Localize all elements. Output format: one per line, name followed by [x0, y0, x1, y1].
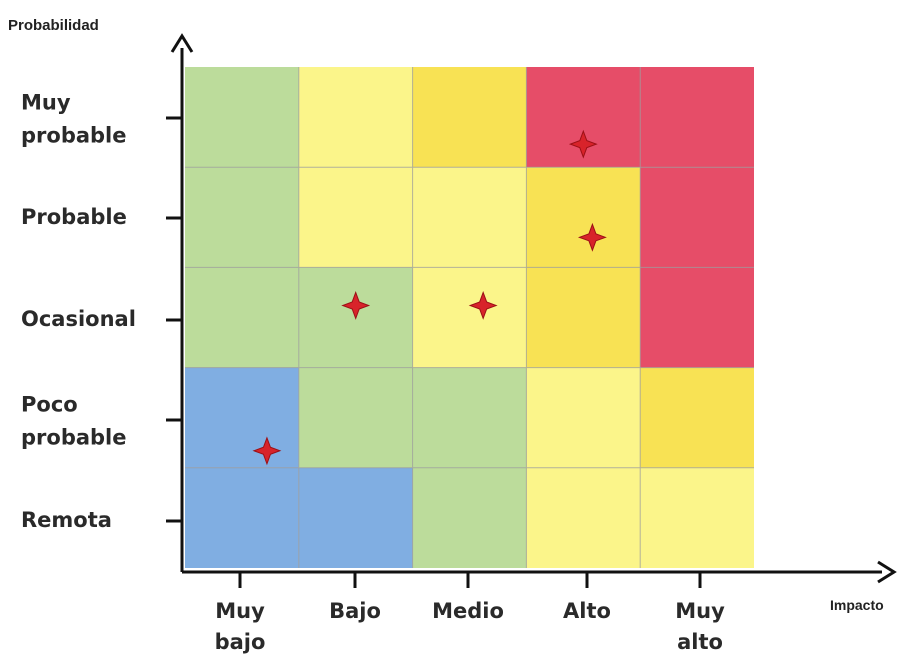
x-tick-label: Bajo	[329, 599, 381, 623]
x-tick-label: Muy	[675, 599, 725, 623]
heatmap-cells	[185, 67, 754, 568]
heatmap-cell	[298, 367, 413, 468]
heatmap-cell	[298, 467, 413, 568]
heatmap-cell	[526, 467, 641, 568]
heatmap-cell	[185, 267, 299, 368]
y-tick-label: probable	[21, 426, 127, 450]
y-axis-arrow	[170, 33, 194, 53]
heatmap-cell	[412, 467, 527, 568]
grid-lines	[185, 67, 754, 568]
heatmap-cell	[640, 467, 754, 568]
x-axis-arrow	[877, 560, 897, 584]
x-tick-label: bajo	[215, 630, 266, 654]
x-axis-title: Impacto	[830, 597, 884, 613]
risk-marker	[341, 291, 371, 320]
x-tick-label: Alto	[563, 599, 611, 623]
risk-marker	[252, 436, 282, 466]
heatmap-cell	[640, 267, 754, 368]
heatmap-cell	[185, 67, 299, 168]
y-axis-title: Probabilidad	[8, 17, 99, 34]
heatmap-cell	[185, 367, 299, 468]
heatmap-cell	[185, 167, 299, 268]
y-tick-label: Remota	[21, 508, 112, 532]
y-tick-label: Probable	[21, 205, 127, 229]
heatmap-cell	[412, 267, 527, 368]
heatmap-cell	[640, 67, 754, 168]
heatmap-cell	[298, 67, 413, 168]
heatmap-cell	[412, 67, 527, 168]
heatmap-cell	[412, 167, 527, 268]
x-tick-label: Muy	[215, 599, 265, 623]
heatmap-cell	[526, 267, 641, 368]
heatmap-cell	[526, 167, 641, 268]
risk-marker	[468, 291, 498, 320]
heatmap-cell	[298, 167, 413, 268]
x-tick-label: Medio	[432, 599, 504, 623]
heatmap-cell	[185, 467, 299, 568]
y-tick-label: probable	[21, 124, 127, 148]
x-tick-label: alto	[677, 630, 723, 654]
risk-marker	[577, 222, 607, 252]
risk-marker	[568, 129, 598, 159]
y-tick-label: Ocasional	[21, 307, 136, 331]
heatmap-cell	[526, 367, 641, 468]
y-tick-label: Muy	[21, 91, 71, 115]
heatmap-cell	[412, 367, 527, 468]
y-tick-label: Poco	[21, 393, 78, 417]
heatmap-cell	[640, 167, 754, 268]
heatmap-cell	[640, 367, 754, 468]
